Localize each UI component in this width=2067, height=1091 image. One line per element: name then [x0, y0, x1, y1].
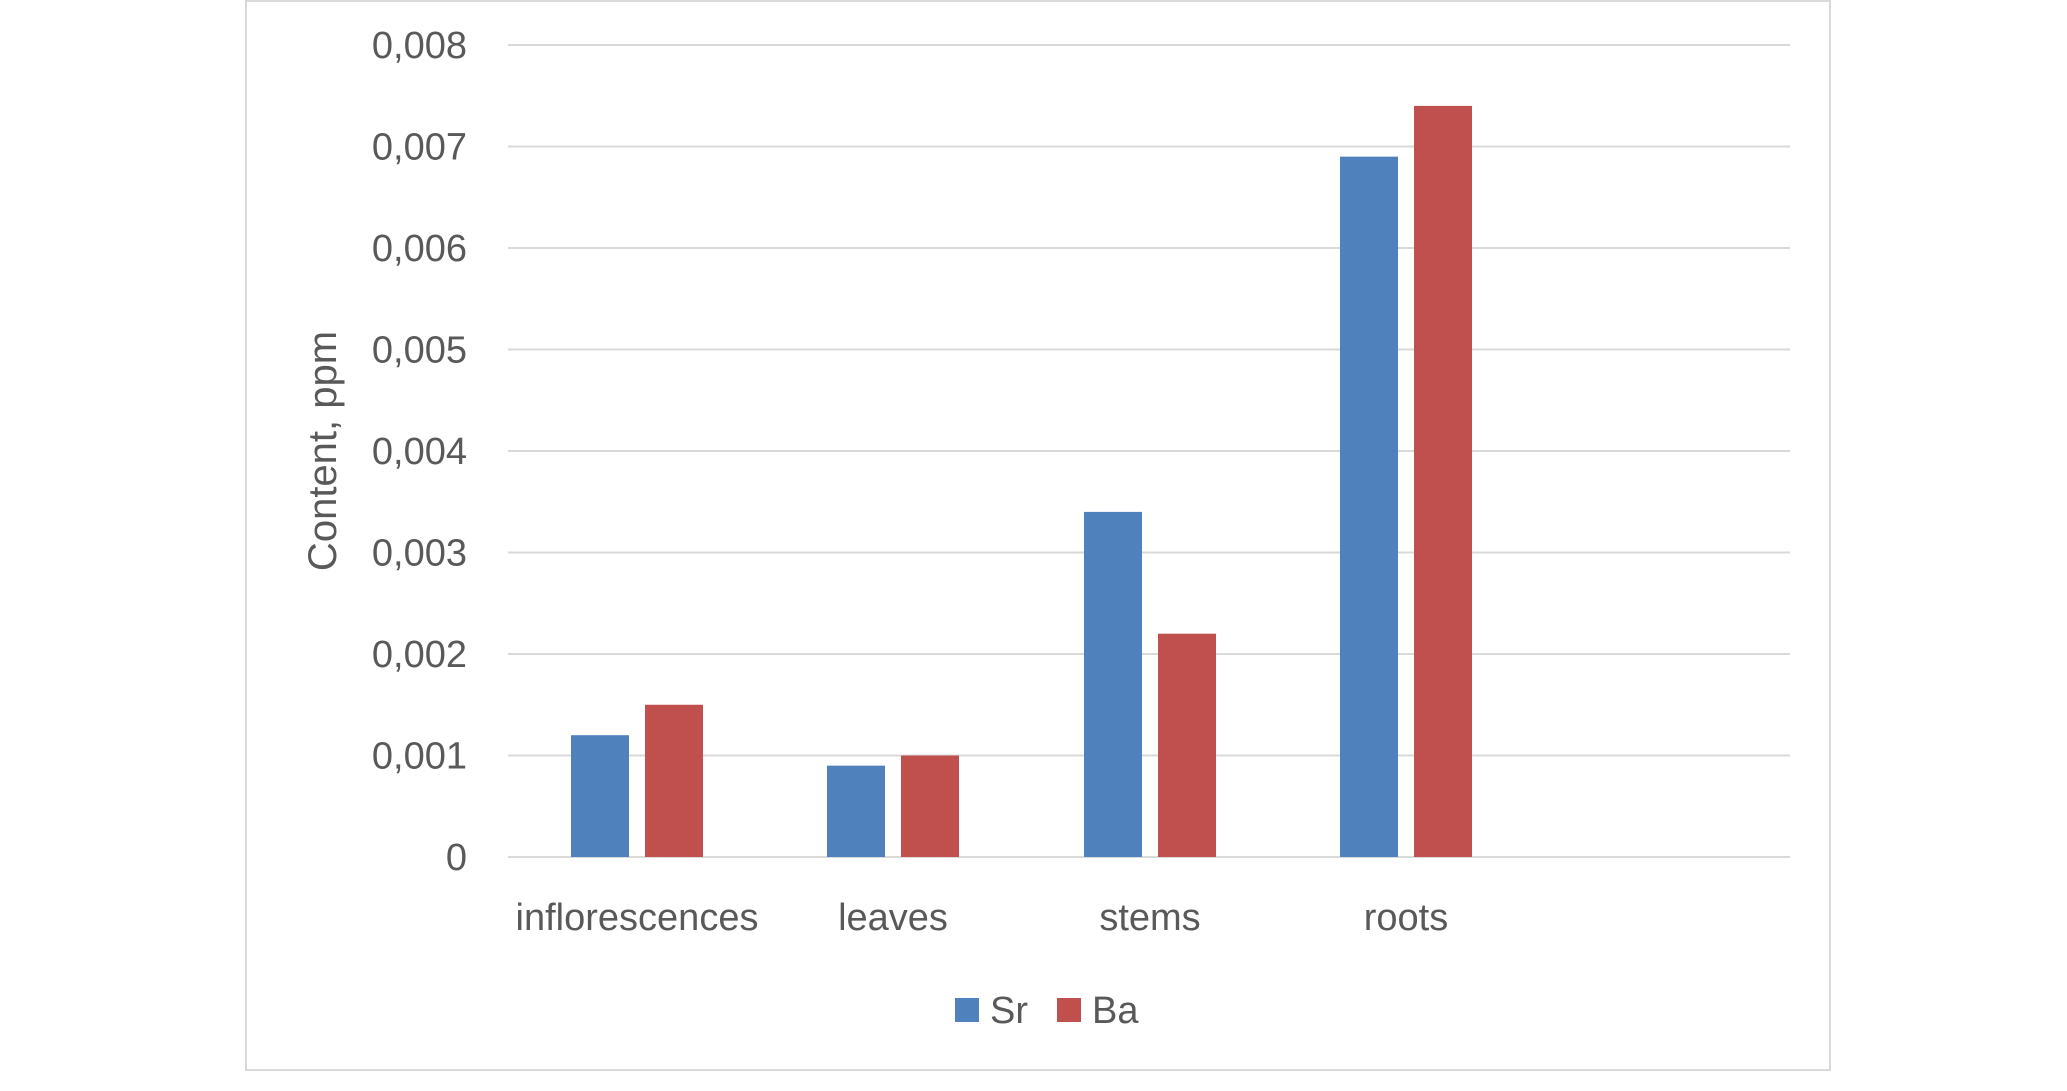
legend-label-sr: Sr [990, 990, 1028, 1032]
legend-swatch-sr [955, 998, 979, 1022]
y-tick-label: 0,008 [372, 25, 467, 67]
bars [571, 105, 1472, 857]
y-tick-label: 0,006 [372, 228, 467, 270]
bar-ba-inflorescences [645, 704, 703, 857]
y-axis-title: Content, ppm [301, 331, 345, 571]
x-category-label: leaves [838, 897, 948, 939]
y-tick-label: 0,004 [372, 431, 467, 473]
y-tick-label: 0,002 [372, 634, 467, 676]
x-category-label: roots [1364, 897, 1448, 939]
bar-sr-roots [1340, 156, 1398, 857]
y-tick-label: 0,005 [372, 330, 467, 372]
bar-ba-roots [1414, 105, 1472, 857]
legend: Sr Ba [955, 990, 1139, 1032]
y-axis-ticks: 0 0,001 0,002 0,003 0,004 0,005 0,006 0,007 0,00… [372, 25, 467, 879]
x-category-label: stems [1099, 897, 1200, 939]
bar-sr-leaves [827, 765, 885, 857]
y-tick-label: 0,007 [372, 127, 467, 169]
legend-label-ba: Ba [1092, 990, 1139, 1032]
x-axis-categories: inflorescences leaves stems roots [516, 897, 1449, 939]
y-tick-label: 0,003 [372, 533, 467, 575]
bar-ba-leaves [901, 755, 959, 857]
gridlines [508, 44, 1790, 858]
y-tick-label: 0 [446, 837, 467, 879]
x-category-label: inflorescences [516, 897, 759, 939]
y-tick-label: 0,001 [372, 736, 467, 778]
chart-frame [245, 0, 1831, 1071]
bar-sr-stems [1084, 511, 1142, 857]
bar-sr-inflorescences [571, 735, 629, 857]
legend-swatch-ba [1057, 998, 1081, 1022]
bar-ba-stems [1158, 633, 1216, 857]
